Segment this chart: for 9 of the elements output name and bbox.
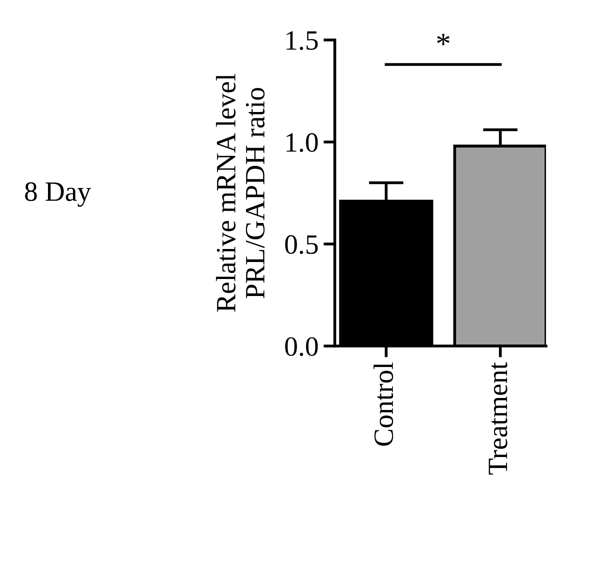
- x-tick-label: Control: [374, 362, 394, 446]
- x-tick-label: Treatment: [488, 362, 508, 475]
- y-tick-label: 1.0: [286, 133, 318, 152]
- y-tick-label: 1.5: [286, 31, 318, 50]
- annotation: *: [437, 34, 450, 46]
- y-axis-title: Relative mRNA level PRL/GAPDH ratio: [216, 74, 265, 312]
- y-tick-label: 0.0: [285, 337, 318, 356]
- y-tick-label: 0.5: [285, 235, 318, 254]
- text: 8 Day: [25, 182, 92, 207]
